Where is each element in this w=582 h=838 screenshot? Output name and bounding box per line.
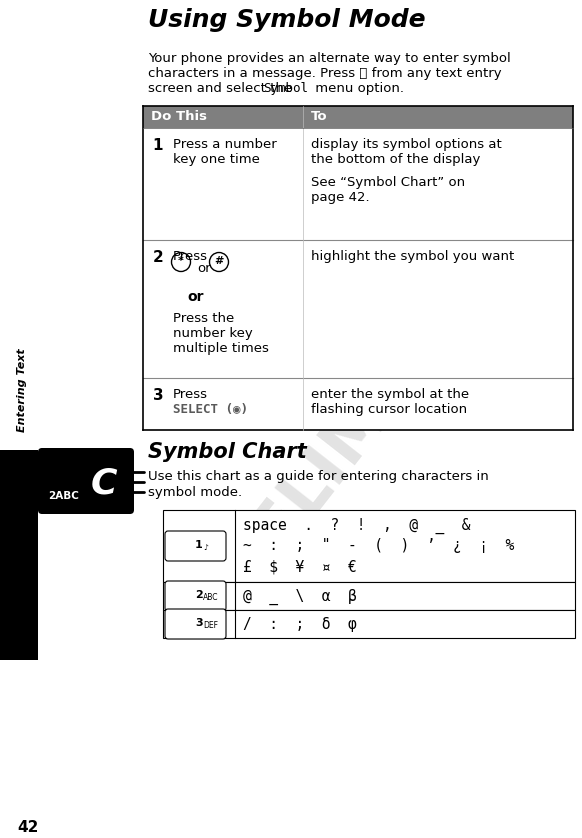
Text: ~  :  ;  "  -  (  )  ’  ¿  ¡  %: ~ : ; " - ( ) ’ ¿ ¡ %: [243, 538, 514, 553]
Text: Symbol: Symbol: [263, 82, 308, 95]
Text: Press: Press: [173, 250, 208, 263]
FancyBboxPatch shape: [165, 581, 226, 611]
Text: or: or: [187, 290, 204, 304]
Text: ♪: ♪: [203, 542, 208, 551]
Text: Entering Text: Entering Text: [17, 348, 27, 432]
Text: SELECT (◉): SELECT (◉): [173, 403, 248, 416]
Text: To: To: [311, 111, 328, 123]
Text: 3: 3: [195, 618, 203, 628]
Text: PRELIMINARY: PRELIMINARY: [178, 200, 542, 640]
Text: 2ABC: 2ABC: [48, 491, 79, 501]
Text: menu option.: menu option.: [311, 82, 404, 95]
Text: space  .  ?  !  ,  @  _  &: space . ? ! , @ _ &: [243, 518, 470, 534]
Text: #: #: [214, 256, 223, 266]
Text: or: or: [197, 262, 211, 275]
Text: key one time: key one time: [173, 153, 260, 166]
Text: C: C: [91, 466, 117, 500]
Text: the bottom of the display: the bottom of the display: [311, 153, 480, 166]
Bar: [143, 378, 573, 430]
Text: Press the: Press the: [173, 312, 234, 325]
Text: Symbol Chart: Symbol Chart: [148, 442, 307, 462]
Text: *: *: [178, 256, 184, 266]
FancyBboxPatch shape: [165, 531, 226, 561]
Text: 1: 1: [152, 138, 163, 153]
Text: Press a number: Press a number: [173, 138, 277, 151]
Text: Using Symbol Mode: Using Symbol Mode: [148, 8, 425, 32]
Text: /  :  ;  δ  φ: / : ; δ φ: [243, 617, 357, 632]
Text: highlight the symbol you want: highlight the symbol you want: [311, 250, 514, 263]
FancyBboxPatch shape: [38, 448, 134, 514]
Text: characters in a message. Press ⓢ from any text entry: characters in a message. Press ⓢ from an…: [148, 67, 502, 80]
Text: symbol mode.: symbol mode.: [148, 486, 242, 499]
Bar: [0, 450, 38, 660]
Text: screen and select the: screen and select the: [148, 82, 296, 95]
Text: 42: 42: [17, 820, 38, 835]
FancyBboxPatch shape: [165, 609, 226, 639]
Text: enter the symbol at the: enter the symbol at the: [311, 388, 469, 401]
Text: See “Symbol Chart” on: See “Symbol Chart” on: [311, 176, 465, 189]
Text: 2: 2: [152, 250, 164, 265]
Text: 1: 1: [195, 540, 203, 550]
Text: page 42.: page 42.: [311, 191, 370, 204]
Text: multiple times: multiple times: [173, 342, 269, 355]
Text: number key: number key: [173, 327, 253, 340]
Text: Do This: Do This: [151, 111, 207, 123]
Text: Use this chart as a guide for entering characters in: Use this chart as a guide for entering c…: [148, 470, 489, 483]
Text: 2: 2: [195, 590, 203, 600]
Text: 3: 3: [152, 388, 164, 403]
Text: display its symbol options at: display its symbol options at: [311, 138, 502, 151]
Text: Press: Press: [173, 388, 208, 401]
Bar: [163, 582, 575, 610]
Bar: [163, 510, 575, 582]
Bar: [143, 106, 573, 128]
Text: flashing cursor location: flashing cursor location: [311, 403, 467, 416]
Bar: [143, 240, 573, 378]
Text: £  $  ¥  ¤  €: £ $ ¥ ¤ €: [243, 560, 357, 575]
Text: Your phone provides an alternate way to enter symbol: Your phone provides an alternate way to …: [148, 52, 511, 65]
Text: @  _  \  α  β: @ _ \ α β: [243, 589, 357, 605]
Bar: [143, 128, 573, 240]
Bar: [163, 610, 575, 638]
Text: DEF: DEF: [203, 620, 218, 629]
Text: ABC: ABC: [203, 592, 218, 602]
